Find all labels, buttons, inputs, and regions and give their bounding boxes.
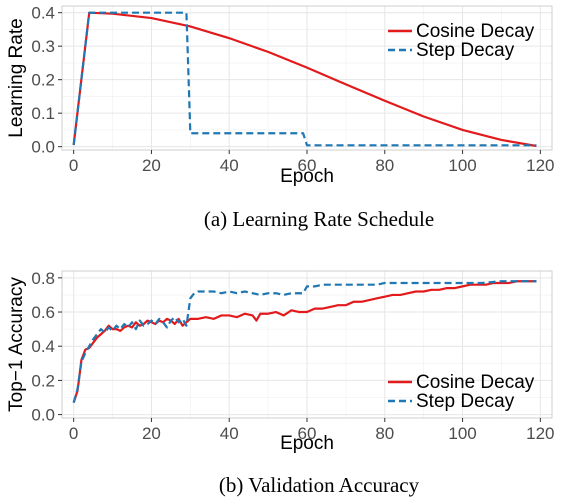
chart2-caption: (b) Validation Accuracy bbox=[219, 473, 420, 497]
chart1-y-tick-label: 0.4 bbox=[31, 4, 55, 23]
chart2-legend-label: Cosine Decay bbox=[416, 372, 535, 393]
chart2-y-tick-label: 0.8 bbox=[31, 269, 55, 288]
chart1-legend-label: Step Decay bbox=[416, 40, 515, 61]
chart2-x-axis-title: Epoch bbox=[280, 433, 334, 454]
chart1-caption: (a) Learning Rate Schedule bbox=[204, 207, 434, 231]
chart1-series-cosine-decay bbox=[72, 11, 537, 148]
chart2-x-tick-label: 40 bbox=[220, 424, 239, 443]
chart1-y-axis-title: Learning Rate bbox=[6, 18, 27, 137]
chart2-y-tick-label: 0.4 bbox=[31, 337, 55, 356]
chart1-series-step-decay bbox=[72, 11, 537, 147]
chart2-series-step-decay bbox=[72, 280, 537, 403]
chart1-y-tick-label: 0.0 bbox=[31, 138, 55, 157]
chart2-legend-label: Step Decay bbox=[416, 391, 515, 412]
chart2-y-tick-label: 0.6 bbox=[31, 303, 55, 322]
chart2: 0 20 40 60 80 100 120 0.0 0.2 0.4 0.6 0.8 Epoch Top−1… bbox=[6, 269, 555, 497]
chart1-x-tick-label: 60 bbox=[298, 156, 317, 175]
chart1-x-tick-label: 40 bbox=[220, 156, 239, 175]
chart1-x-axis-title: Epoch bbox=[280, 166, 334, 187]
chart1-x-tick-label: 100 bbox=[448, 156, 476, 175]
chart1-legend-label: Cosine Decay bbox=[416, 21, 535, 42]
chart2-x-tick-label: 120 bbox=[526, 424, 554, 443]
chart1-x-tick-label: 120 bbox=[526, 156, 554, 175]
chart2-y-axis-title: Top−1 Accuracy bbox=[6, 277, 27, 412]
chart2-y-tick-label: 0.2 bbox=[31, 371, 55, 390]
chart1-y-tick-label: 0.1 bbox=[31, 104, 55, 123]
chart1-x-tick-label: 20 bbox=[142, 156, 161, 175]
chart2-series-cosine-decay bbox=[72, 280, 537, 403]
chart2-x-tick-label: 80 bbox=[375, 424, 394, 443]
chart1-x-tick-label: 0 bbox=[69, 156, 78, 175]
chart2-x-tick-label: 0 bbox=[69, 424, 78, 443]
chart1-y-tick-label: 0.3 bbox=[31, 37, 55, 56]
chart1-y-tick-label: 0.2 bbox=[31, 71, 55, 90]
chart2-y-tick-label: 0.0 bbox=[31, 406, 55, 425]
chart2-x-tick-label: 20 bbox=[142, 424, 161, 443]
chart2-x-tick-label: 60 bbox=[298, 424, 317, 443]
chart1: 0 20 40 60 80 100 120 0.0 0.1 0.2 0.3 0.4 Epoch Learn… bbox=[6, 4, 555, 231]
chart1-x-tick-label: 80 bbox=[375, 156, 394, 175]
chart2-x-tick-label: 100 bbox=[448, 424, 476, 443]
